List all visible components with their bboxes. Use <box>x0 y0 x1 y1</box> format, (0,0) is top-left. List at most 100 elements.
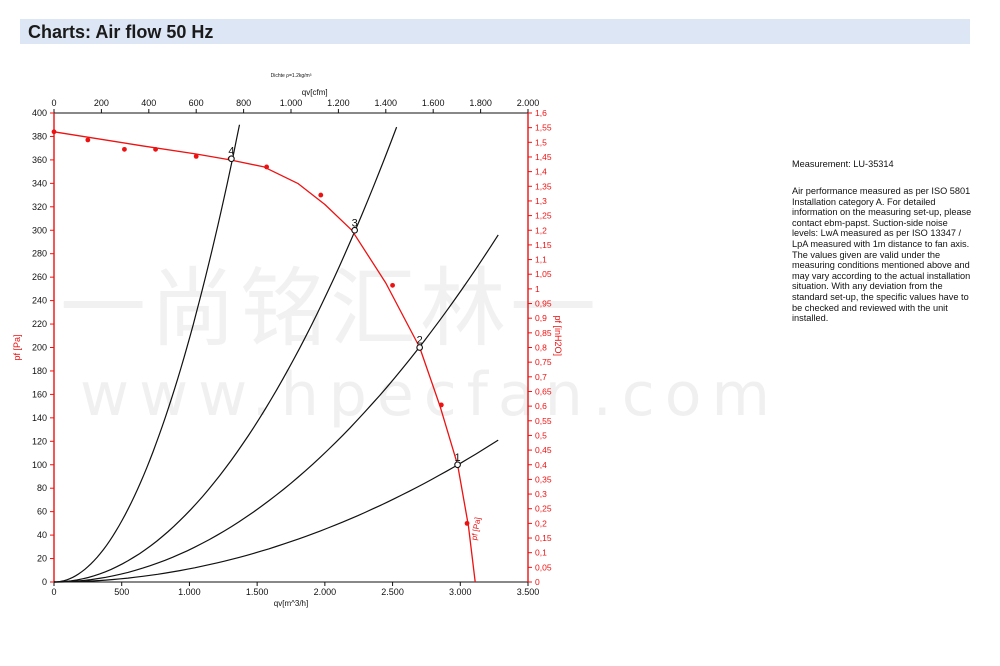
x2-tick-label: 1.400 <box>375 98 398 108</box>
section-title: Charts: Air flow 50 Hz <box>28 22 214 42</box>
x2-tick-label: 600 <box>189 98 204 108</box>
y2-tick-label: 1 <box>535 284 540 294</box>
x-tick-label: 1.500 <box>246 587 269 597</box>
x2-axis-label: qv[cfm] <box>302 88 328 97</box>
y2-tick-label: 0,85 <box>535 328 552 338</box>
y-axis-label: pf [Pa] <box>12 334 22 360</box>
operating-point-label: 3 <box>352 217 358 229</box>
x-tick-label: 1.000 <box>178 587 201 597</box>
y-tick-label: 220 <box>32 319 47 329</box>
system-curve-1 <box>54 439 499 583</box>
y2-tick-label: 0,45 <box>535 445 552 455</box>
y2-tick-label: 0,95 <box>535 299 552 309</box>
x-tick-label: 3.500 <box>517 587 540 597</box>
x2-tick-label: 1.600 <box>422 98 445 108</box>
measured-point <box>193 153 199 159</box>
operating-point-1 <box>454 461 461 469</box>
fan-curve <box>53 131 476 583</box>
x-tick-label: 0 <box>51 587 56 597</box>
y2-tick-label: 0,3 <box>535 489 547 499</box>
y2-tick-label: 0,25 <box>535 504 552 514</box>
y-tick-label: 340 <box>32 178 47 188</box>
fan-curve-label: pf [Pa] <box>470 517 483 541</box>
watermark-url: www.hpecfan.com <box>80 360 780 430</box>
watermark-chinese: 一尚铭汇林一 <box>60 259 600 359</box>
y2-tick-label: 0,75 <box>535 357 552 367</box>
measured-point <box>318 192 324 198</box>
y2-tick-label: 0,7 <box>535 372 547 382</box>
y2-tick-label: 1,55 <box>535 123 552 133</box>
x2-tick-label: 800 <box>236 98 251 108</box>
y-tick-label: 160 <box>32 389 47 399</box>
measured-point <box>438 402 444 408</box>
y-tick-label: 260 <box>32 272 47 282</box>
y-tick-label: 80 <box>37 483 47 493</box>
operating-point-label: 2 <box>417 335 423 347</box>
measured-point <box>122 146 127 152</box>
operating-point-label: 4 <box>228 146 234 158</box>
x2-tick-label: 2.000 <box>517 98 540 108</box>
y-tick-label: 400 <box>32 108 47 118</box>
y2-tick-label: 1,1 <box>535 255 547 265</box>
measured-point <box>153 146 158 152</box>
measurement-description: Air performance measured as per ISO 5801… <box>792 186 972 324</box>
y2-tick-label: 0,5 <box>535 430 547 440</box>
y-tick-label: 60 <box>37 507 47 517</box>
x2-tick-label: 1.000 <box>280 98 303 108</box>
section-header: Charts: Air flow 50 Hz <box>20 19 970 44</box>
measured-point <box>390 282 395 288</box>
operating-point-4 <box>228 155 235 163</box>
system-curve-3 <box>53 126 398 583</box>
y2-tick-label: 0,35 <box>535 474 552 484</box>
y-tick-label: 100 <box>32 460 47 470</box>
y2-tick-label: 1,35 <box>535 181 552 191</box>
y-tick-label: 180 <box>32 366 47 376</box>
x-tick-label: 2.000 <box>314 587 337 597</box>
y-tick-label: 380 <box>32 131 47 141</box>
y-tick-label: 360 <box>32 155 47 165</box>
y2-tick-label: 0,65 <box>535 386 552 396</box>
x2-tick-label: 0 <box>51 98 56 108</box>
y-tick-label: 140 <box>32 413 47 423</box>
y-tick-label: 320 <box>32 202 47 212</box>
y-tick-label: 300 <box>32 225 47 235</box>
density-note: Dichte ρ=1.2kg/m³ <box>271 73 312 79</box>
operating-point-label: 1 <box>455 452 461 464</box>
y2-tick-label: 0,1 <box>535 548 547 558</box>
y2-tick-label: 1,45 <box>535 152 552 162</box>
y2-tick-label: 1,25 <box>535 211 552 221</box>
y-tick-label: 200 <box>32 343 47 353</box>
y2-tick-label: 1,05 <box>535 269 552 279</box>
measured-point <box>51 129 57 135</box>
measured-point <box>85 137 91 143</box>
y2-tick-label: 1,15 <box>535 240 552 250</box>
y2-tick-label: 1,5 <box>535 137 547 147</box>
y-tick-label: 120 <box>32 436 47 446</box>
y2-tick-label: 0,9 <box>535 313 547 323</box>
y2-tick-label: 0,2 <box>535 518 547 528</box>
y2-tick-label: 0,15 <box>535 533 552 543</box>
plot-frame <box>53 112 529 583</box>
y2-tick-label: 0,4 <box>535 460 547 470</box>
y2-tick-label: 0,55 <box>535 416 552 426</box>
x-tick-label: 3.000 <box>449 587 472 597</box>
x-tick-label: 500 <box>114 587 129 597</box>
x2-tick-label: 1.800 <box>469 98 492 108</box>
y-tick-label: 280 <box>32 249 47 259</box>
x2-tick-label: 400 <box>141 98 156 108</box>
y-tick-label: 240 <box>32 296 47 306</box>
measured-point <box>464 520 470 526</box>
y2-tick-label: 1,2 <box>535 225 547 235</box>
y2-tick-label: 1,6 <box>535 108 547 118</box>
x2-tick-label: 200 <box>94 98 109 108</box>
y-tick-label: 40 <box>37 530 47 540</box>
y2-tick-label: 0 <box>535 577 540 587</box>
y2-axis-label: pf [inH2O] <box>553 316 563 357</box>
x-tick-label: 2.500 <box>381 587 404 597</box>
y2-tick-label: 1,3 <box>535 196 547 206</box>
y2-tick-label: 0,8 <box>535 343 547 353</box>
y2-tick-label: 0,05 <box>535 562 552 572</box>
x2-tick-label: 1.200 <box>327 98 350 108</box>
system-curve-2 <box>53 234 499 583</box>
